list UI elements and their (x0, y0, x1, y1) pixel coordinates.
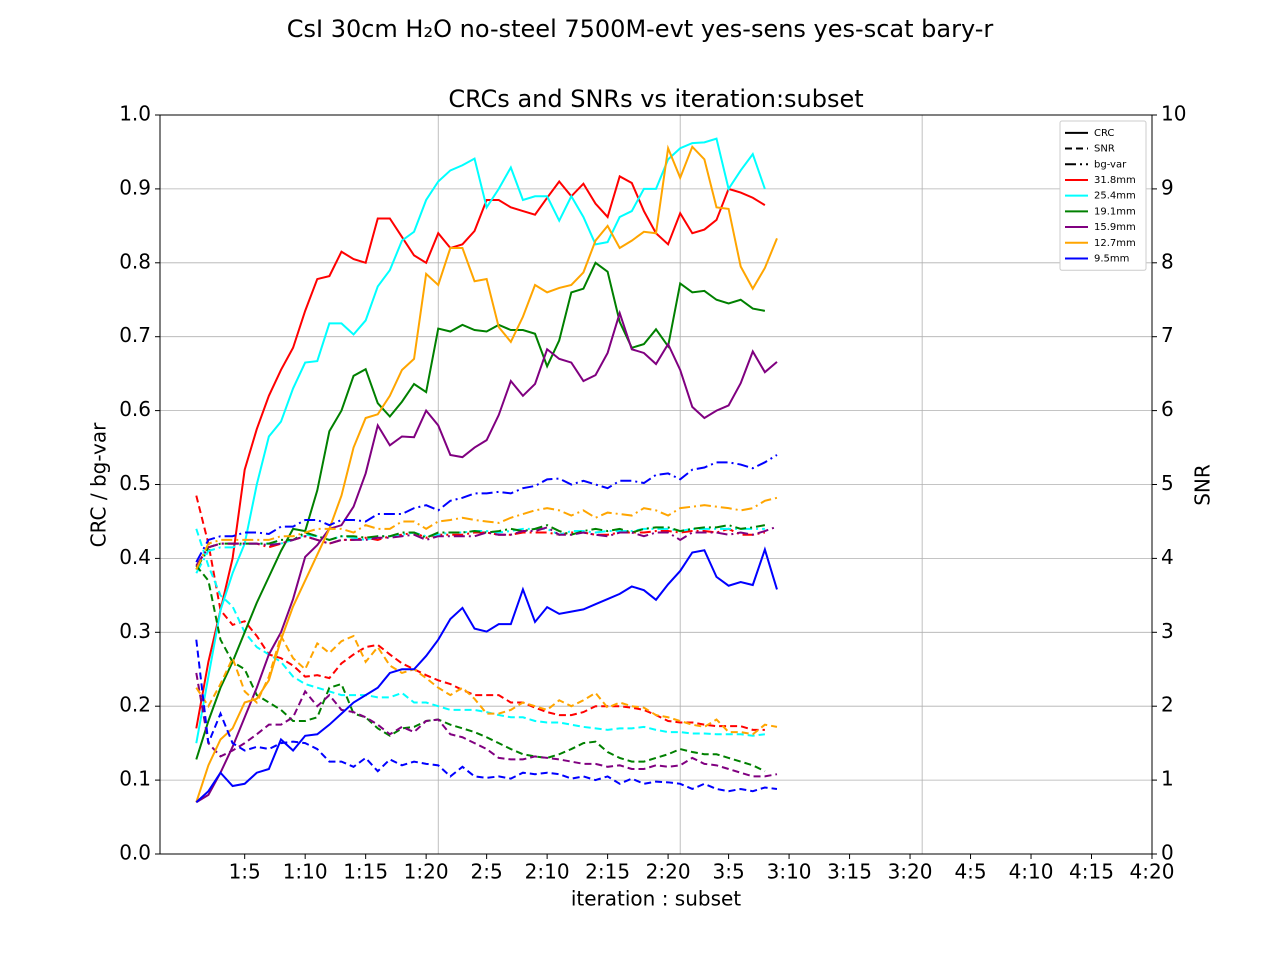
bg-var-line (195, 496, 778, 570)
crc-line (195, 261, 766, 760)
crc-line (195, 144, 778, 803)
x-tick-label: 3:5 (712, 860, 744, 884)
y-tick-label: 0.4 (119, 545, 151, 569)
x-tick-label: 2:15 (585, 860, 630, 884)
y-tick-label: 0.1 (119, 767, 151, 791)
bg-var-line (195, 525, 778, 567)
crc-line (195, 137, 766, 744)
y2-tick-label: 2 (1161, 693, 1174, 717)
y2-tick-label: 3 (1161, 619, 1174, 643)
y2-tick-label: 9 (1161, 175, 1174, 199)
legend-label: 9.5mm (1094, 253, 1129, 264)
x-tick-label: 1:5 (229, 860, 261, 884)
x-tick-label: 3:10 (767, 860, 812, 884)
snr-line (195, 639, 778, 793)
legend-label: 31.8mm (1094, 175, 1136, 186)
x-tick-label: 4:10 (1009, 860, 1054, 884)
legend-label: SNR (1094, 144, 1115, 155)
y-tick-label: 0.0 (119, 841, 151, 865)
x-tick-label: 2:20 (646, 860, 691, 884)
chart-subtitle: CRCs and SNRs vs iteration:subset (448, 85, 863, 113)
x-tick-label: 3:20 (888, 860, 933, 884)
y2-tick-label: 8 (1161, 249, 1174, 273)
x-tick-label: 1:10 (283, 860, 328, 884)
y2-axis-label: SNR (1191, 464, 1215, 506)
y2-tick-label: 5 (1161, 471, 1174, 495)
legend-label: 19.1mm (1094, 206, 1136, 217)
x-tick-label: 2:10 (525, 860, 570, 884)
crc-line (195, 546, 778, 804)
crc-line (195, 174, 766, 729)
y-tick-label: 0.7 (119, 323, 151, 347)
x-tick-label: 3:15 (827, 860, 872, 884)
crc-line (195, 309, 778, 804)
y-axis-label: CRC / bg-var (87, 422, 111, 547)
chart-title: CsI 30cm H₂O no-steel 7500M-evt yes-sens… (287, 15, 994, 43)
y2-tick-label: 4 (1161, 545, 1174, 569)
y2-tick-label: 6 (1161, 397, 1174, 421)
snr-line (195, 633, 778, 736)
y-tick-label: 0.3 (119, 619, 151, 643)
legend-label: 15.9mm (1094, 222, 1136, 233)
legend-box (1059, 120, 1147, 271)
plot-frame (159, 114, 1153, 855)
y-tick-label: 0.6 (119, 397, 151, 421)
x-tick-label: 1:15 (343, 860, 388, 884)
legend-label: 12.7mm (1094, 238, 1136, 249)
y2-tick-label: 10 (1161, 102, 1186, 126)
snr-line (195, 495, 765, 731)
legend-label: bg-var (1094, 159, 1127, 170)
x-tick-label: 2:5 (471, 860, 503, 884)
legend-label: CRC (1094, 128, 1114, 139)
y-tick-label: 1.0 (119, 102, 151, 126)
x-tick-label: 4:20 (1130, 860, 1175, 884)
x-tick-label: 1:20 (404, 860, 449, 884)
x-tick-label: 4:5 (954, 860, 986, 884)
snr-line (195, 528, 765, 737)
y2-tick-label: 1 (1161, 767, 1174, 791)
y-tick-label: 0.2 (119, 693, 151, 717)
y-tick-label: 0.8 (119, 249, 151, 273)
y-tick-label: 0.5 (119, 471, 151, 495)
y-tick-label: 0.9 (119, 175, 151, 199)
x-tick-label: 4:15 (1069, 860, 1114, 884)
legend-label: 25.4mm (1094, 191, 1136, 202)
y2-tick-label: 7 (1161, 323, 1174, 347)
legend: CRC SNR bg-var 31.8mm 25.4mm 19.1mm 15.9mm 12.7… (1059, 120, 1147, 271)
y2-tick-label: 0 (1161, 841, 1174, 865)
bg-var-line (195, 454, 778, 563)
x-axis-label: iteration : subset (571, 887, 741, 911)
